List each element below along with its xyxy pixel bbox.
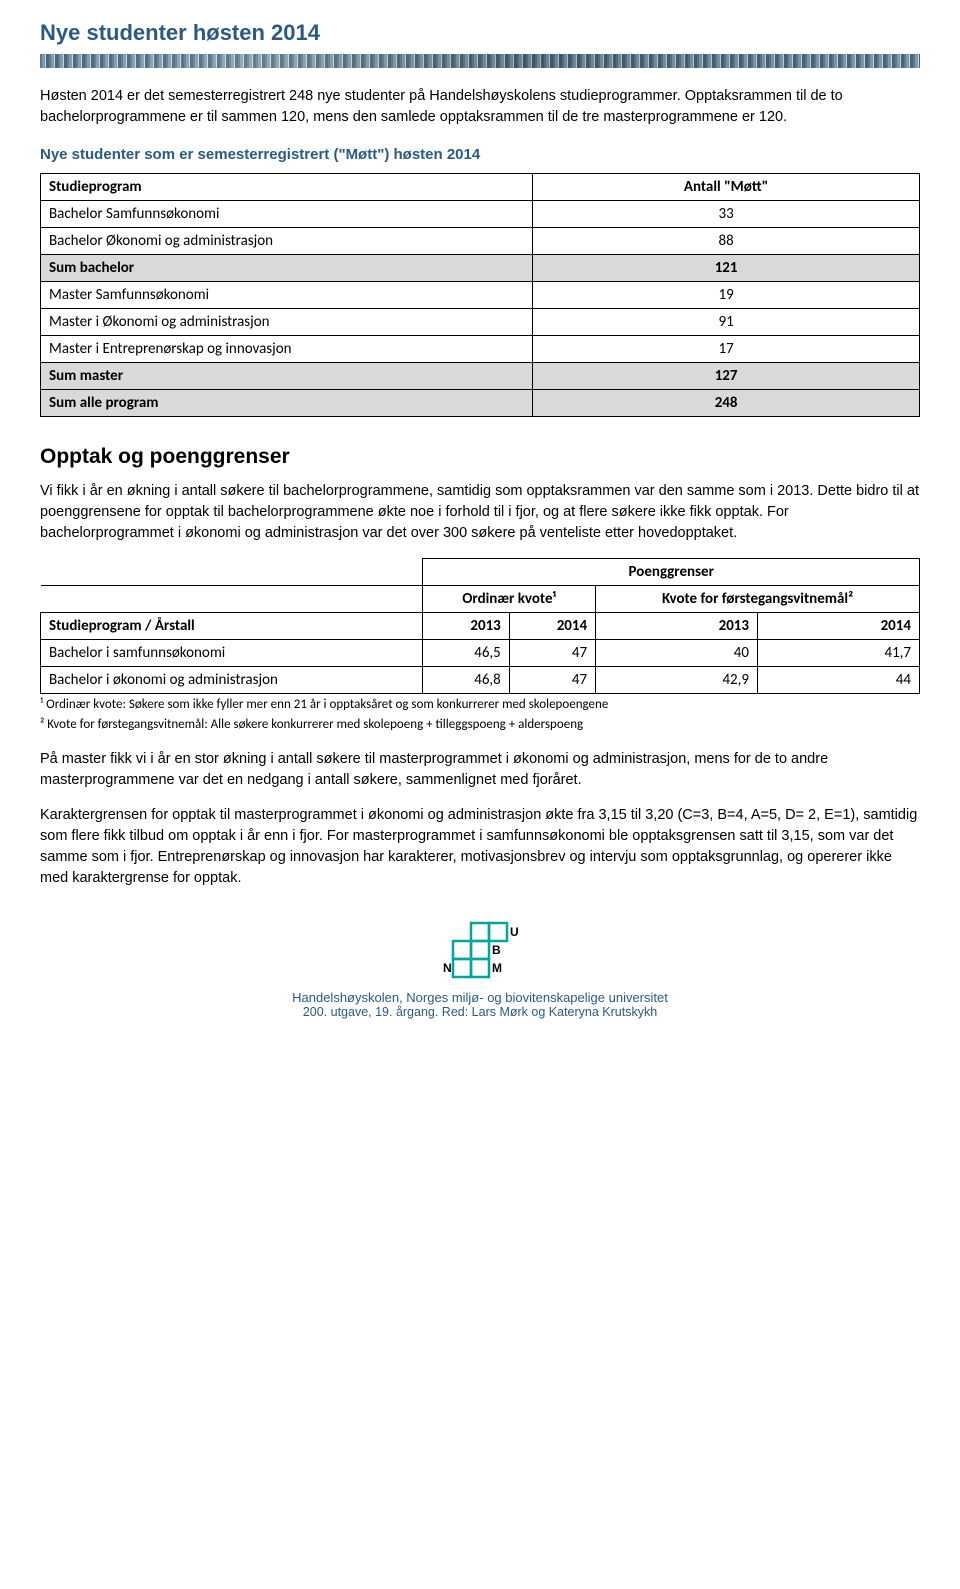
t2-blank [41,559,423,586]
t1-cell-value: 91 [533,309,920,336]
intro-paragraph: Høsten 2014 er det semesterregistrert 24… [40,86,920,128]
t1-cell-value: 33 [533,201,920,228]
t2-y2b: 2014 [758,613,920,640]
t1-cell-label: Bachelor Økonomi og administrasjon [41,228,533,255]
t2-ord-label: Ordinær kvote¹ [423,586,596,613]
para-opptak: Vi fikk i år en økning i antall søkere t… [40,481,920,544]
table-row: Sum master127 [41,363,920,390]
t2-cell-c: 40 [596,640,758,667]
t2-cell-d: 41,7 [758,640,920,667]
logo-letter-u: U [510,925,519,939]
section-opptak-title: Opptak og poenggrenser [40,445,920,469]
t1-col-count: Antall "Møtt" [533,174,920,201]
t2-cell-label: Bachelor i økonomi og administrasjon [41,667,423,694]
t1-cell-value: 248 [533,390,920,417]
para-master-detail: Karaktergrensen for opptak til masterpro… [40,805,920,889]
t1-cell-label: Sum master [41,363,533,390]
footer-org: Handelshøyskolen, Norges miljø- og biovi… [40,990,920,1005]
t2-cell-label: Bachelor i samfunnsøkonomi [41,640,423,667]
table-row: Bachelor i samfunnsøkonomi46,5474041,7 [41,640,920,667]
t2-y1b: 2013 [596,613,758,640]
t1-cell-value: 88 [533,228,920,255]
table-poenggrenser: Poenggrenser Ordinær kvote¹ Kvote for fø… [40,558,920,694]
t2-cell-d: 44 [758,667,920,694]
t2-y1a: 2013 [423,613,509,640]
table-row: Master i Økonomi og administrasjon91 [41,309,920,336]
table-row: Sum alle program248 [41,390,920,417]
t1-cell-value: 17 [533,336,920,363]
footnote-2: ² Kvote for førstegangsvitnemål: Alle sø… [40,716,920,734]
t1-cell-label: Master i Entreprenørskap og innovasjon [41,336,533,363]
footnote-1: ¹ Ordinær kvote: Søkere som ikke fyller … [40,696,920,714]
header-stripe [40,54,920,68]
para-master-intro: På master fikk vi i år en stor økning i … [40,749,920,791]
page-title: Nye studenter høsten 2014 [40,20,920,54]
t1-cell-value: 121 [533,255,920,282]
table-row: Bachelor i økonomi og administrasjon46,8… [41,667,920,694]
table-row: Master i Entreprenørskap og innovasjon17 [41,336,920,363]
t2-cell-b: 47 [509,640,595,667]
t1-cell-label: Sum alle program [41,390,533,417]
table-row: Bachelor Samfunnsøkonomi33 [41,201,920,228]
t1-cell-label: Master Samfunnsøkonomi [41,282,533,309]
t1-cell-label: Bachelor Samfunnsøkonomi [41,201,533,228]
nmbu-logo: U B N M [441,919,519,984]
t2-cell-c: 42,9 [596,667,758,694]
logo-letter-b: B [492,943,501,957]
t2-prog-year: Studieprogram / Årstall [41,613,423,640]
t1-cell-value: 127 [533,363,920,390]
logo-letter-n: N [443,961,452,975]
t2-cell-a: 46,5 [423,640,509,667]
t1-cell-label: Master i Økonomi og administrasjon [41,309,533,336]
footer-meta: 200. utgave, 19. årgang. Red: Lars Mørk … [40,1005,920,1019]
t1-col-program: Studieprogram [41,174,533,201]
t2-y2a: 2014 [509,613,595,640]
t2-cell-a: 46,8 [423,667,509,694]
t2-first-label: Kvote for førstegangsvitnemål² [596,586,920,613]
logo-letter-m: M [492,961,502,975]
page-footer: U B N M Handelshøyskolen, Norges miljø- … [40,919,920,1019]
t1-cell-label: Sum bachelor [41,255,533,282]
table1-title: Nye studenter som er semesterregistrert … [40,146,920,163]
table-new-students: Studieprogram Antall "Møtt" Bachelor Sam… [40,173,920,417]
t1-cell-value: 19 [533,282,920,309]
table-row: Master Samfunnsøkonomi19 [41,282,920,309]
t2-blank2 [41,586,423,613]
t2-cell-b: 47 [509,667,595,694]
table-row: Sum bachelor121 [41,255,920,282]
t2-group-label: Poenggrenser [423,559,920,586]
table-row: Bachelor Økonomi og administrasjon88 [41,228,920,255]
